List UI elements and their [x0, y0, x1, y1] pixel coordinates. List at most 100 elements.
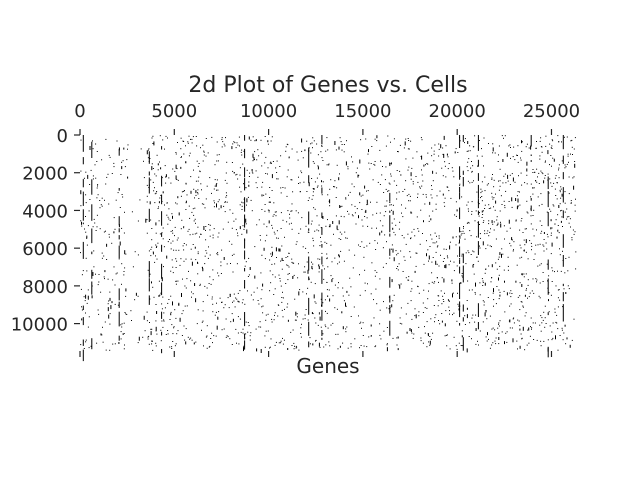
nonzero-entry-138: [88, 347, 90, 349]
nonzero-entry-576: [311, 142, 313, 144]
nonzero-entry-1865: [479, 224, 480, 225]
nonzero-entry-1278: [345, 302, 346, 307]
nonzero-entry-59: [121, 166, 123, 170]
nonzero-entry-1054: [225, 172, 227, 174]
nonzero-entry-870: [279, 248, 281, 252]
nonzero-entry-640: [233, 253, 235, 255]
nonzero-entry-1068: [197, 226, 199, 228]
nonzero-entry-1755: [423, 289, 425, 291]
nonzero-entry-1993: [562, 226, 563, 227]
nonzero-entry-871: [260, 326, 262, 328]
nonzero-entry-1809: [464, 315, 466, 317]
nonzero-entry-836: [242, 225, 244, 227]
nonzero-entry-1040: [213, 228, 215, 230]
nonzero-entry-2450: [539, 324, 541, 326]
nonzero-entry-226: [264, 162, 266, 164]
nonzero-entry-559: [164, 148, 165, 150]
nonzero-entry-876: [224, 201, 226, 203]
nonzero-entry-1772: [426, 346, 428, 348]
nonzero-entry-728: [280, 155, 282, 157]
nonzero-entry-948: [171, 213, 173, 215]
nonzero-entry-1653: [438, 265, 440, 267]
nonzero-entry-1266: [409, 251, 411, 253]
nonzero-entry-1480: [388, 190, 390, 192]
nonzero-entry-647: [155, 330, 157, 332]
nonzero-entry-1637: [461, 273, 463, 274]
nonzero-entry-515: [247, 196, 249, 198]
nonzero-entry-1112: [288, 252, 290, 254]
nonzero-entry-709: [277, 237, 279, 239]
nonzero-entry-2139: [482, 321, 484, 323]
gene-column-mark-10: [462, 304, 464, 312]
nonzero-entry-1978: [561, 327, 563, 329]
nonzero-entry-626: [274, 312, 276, 314]
nonzero-entry-672: [261, 254, 263, 256]
nonzero-entry-564: [157, 242, 159, 244]
nonzero-entry-567: [198, 163, 200, 164]
nonzero-entry-1739: [445, 334, 447, 336]
nonzero-entry-2312: [519, 295, 521, 297]
nonzero-entry-530: [197, 193, 199, 195]
nonzero-entry-1197: [327, 327, 329, 329]
nonzero-entry-951: [249, 172, 251, 174]
nonzero-entry-1763: [433, 160, 435, 162]
nonzero-entry-1175: [299, 182, 301, 184]
nonzero-entry-950: [294, 298, 296, 300]
nonzero-entry-1049: [299, 289, 301, 291]
nonzero-entry-1094: [305, 309, 307, 310]
nonzero-entry-1841: [484, 230, 486, 232]
gene-column-mark-9: [459, 186, 461, 193]
gene-column-mark-9: [459, 258, 461, 260]
nonzero-entry-1811: [440, 290, 442, 292]
nonzero-entry-1586: [412, 183, 414, 185]
nonzero-entry-800: [158, 280, 160, 282]
nonzero-entry-1958: [511, 327, 513, 329]
nonzero-entry-880: [167, 223, 169, 225]
nonzero-entry-944: [275, 247, 277, 252]
nonzero-entry-182: [85, 202, 87, 204]
nonzero-entry-786: [287, 279, 289, 281]
nonzero-entry-1212: [386, 343, 388, 345]
nonzero-entry-2496: [571, 339, 573, 341]
nonzero-entry-1361: [328, 289, 330, 291]
nonzero-entry-1626: [461, 330, 463, 332]
nonzero-entry-2120: [558, 167, 560, 169]
nonzero-entry-1427: [389, 183, 391, 185]
nonzero-entry-1229: [368, 336, 370, 338]
nonzero-entry-2368: [564, 167, 566, 169]
nonzero-entry-1107: [260, 139, 262, 141]
nonzero-entry-38: [80, 220, 82, 222]
gene-column-mark-4: [161, 211, 163, 226]
nonzero-entry-605: [164, 165, 166, 167]
nonzero-entry-196: [130, 310, 132, 312]
nonzero-entry-1883: [540, 340, 542, 342]
nonzero-entry-987: [290, 222, 292, 224]
nonzero-entry-2343: [540, 193, 542, 195]
nonzero-entry-1258: [396, 184, 398, 186]
nonzero-entry-287: [187, 142, 189, 144]
nonzero-entry-2087: [494, 209, 496, 211]
nonzero-entry-2197: [481, 278, 483, 280]
nonzero-entry-1807: [436, 277, 438, 279]
nonzero-entry-797: [290, 331, 292, 333]
nonzero-entry-2417: [555, 285, 557, 287]
nonzero-entry-501: [303, 181, 305, 183]
nonzero-entry-1340: [327, 194, 329, 196]
nonzero-entry-260: [312, 161, 314, 163]
nonzero-entry-2281: [554, 177, 556, 179]
nonzero-entry-85: [96, 161, 98, 162]
nonzero-entry-1038: [256, 287, 258, 289]
nonzero-entry-1085: [239, 290, 241, 292]
nonzero-entry-2457: [517, 191, 519, 193]
nonzero-entry-445: [230, 263, 231, 264]
nonzero-entry-2104: [499, 252, 501, 256]
nonzero-entry-2062: [526, 143, 528, 145]
nonzero-entry-812: [183, 243, 185, 244]
nonzero-entry-1644: [431, 238, 433, 240]
nonzero-entry-188: [135, 292, 137, 296]
nonzero-entry-1820: [431, 281, 433, 283]
nonzero-entry-76: [123, 147, 125, 150]
gene-column-mark-14: [562, 234, 564, 248]
nonzero-entry-1852: [563, 136, 565, 138]
nonzero-entry-1716: [418, 326, 420, 328]
